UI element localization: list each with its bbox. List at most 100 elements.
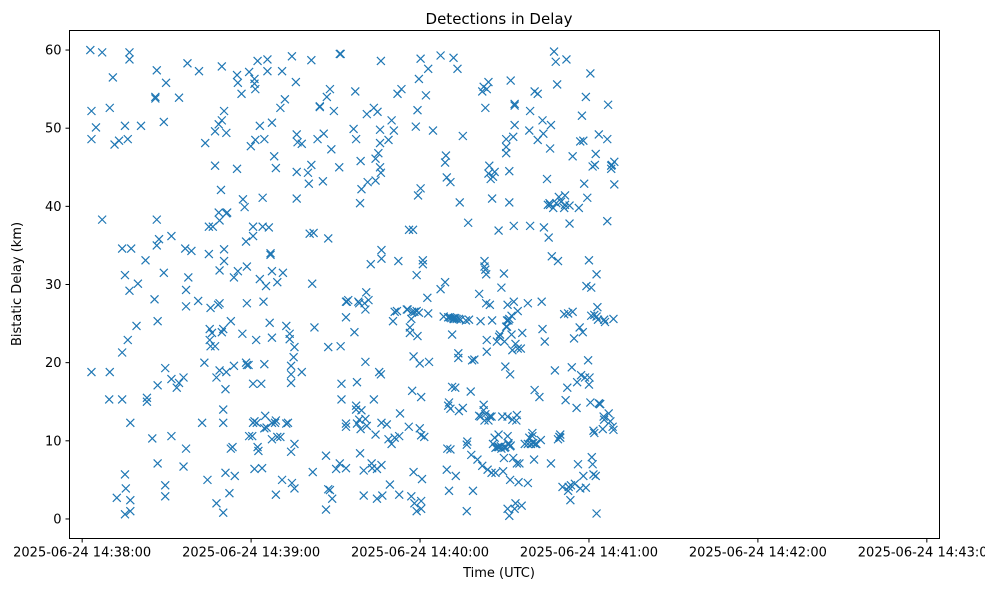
data-point-marker [494, 226, 504, 235]
data-point-marker [186, 246, 196, 256]
data-point-marker [323, 484, 333, 494]
data-point-marker [318, 176, 328, 186]
data-point-marker [604, 409, 614, 418]
data-point-marker [418, 259, 428, 269]
data-point-marker [414, 74, 424, 84]
data-point-marker [403, 305, 413, 314]
data-point-marker [292, 167, 302, 177]
data-point-marker [447, 330, 457, 339]
data-point-marker [504, 511, 514, 521]
data-point-marker [97, 215, 107, 225]
data-point-marker [112, 493, 122, 503]
data-point-marker [485, 412, 495, 422]
data-point-marker [480, 409, 490, 419]
data-point-marker [153, 316, 163, 326]
data-point-marker [377, 460, 386, 470]
data-point-marker [373, 148, 383, 158]
data-point-marker [357, 405, 366, 415]
data-point-marker [334, 162, 344, 172]
data-point-marker [325, 84, 335, 94]
data-point-marker [194, 66, 204, 76]
data-point-marker [105, 367, 115, 377]
data-point-marker [468, 486, 478, 496]
y-tick-label: 10 [45, 434, 62, 449]
data-point-marker [174, 378, 184, 388]
data-point-marker [359, 466, 369, 475]
data-point-marker [504, 166, 514, 176]
data-point-marker [153, 459, 163, 468]
data-point-marker [467, 355, 477, 365]
data-point-marker [523, 298, 533, 308]
data-point-marker [351, 134, 361, 144]
data-point-marker [575, 137, 585, 146]
chart-title: Detections in Delay [426, 10, 573, 28]
data-point-marker [207, 328, 217, 338]
data-point-marker [120, 469, 130, 479]
data-point-marker [341, 463, 351, 473]
data-point-marker [394, 490, 404, 500]
data-point-marker [306, 55, 316, 65]
y-axis-label: Bistatic Delay (km) [10, 222, 25, 346]
data-point-marker [578, 327, 588, 337]
data-point-marker [482, 347, 492, 357]
data-point-marker [117, 244, 127, 253]
data-point-marker [447, 382, 457, 392]
data-point-marker [373, 107, 382, 117]
data-point-marker [585, 373, 594, 382]
data-point-marker [538, 129, 548, 139]
data-point-marker [482, 84, 492, 94]
data-point-marker [226, 316, 236, 326]
data-point-marker [546, 120, 556, 130]
x-tick-label: 2025-06-24 14:38:00 [13, 546, 151, 561]
data-point-marker [495, 330, 505, 339]
data-point-marker [407, 386, 417, 396]
data-point-marker [591, 471, 601, 481]
data-point-marker [286, 369, 296, 379]
data-point-marker [454, 314, 464, 324]
data-point-marker [214, 208, 224, 218]
data-point-marker [321, 451, 331, 461]
data-point-marker [395, 409, 405, 418]
data-point-marker [503, 504, 513, 514]
data-point-marker [264, 223, 274, 232]
y-tick-label: 50 [45, 122, 62, 137]
data-point-marker [466, 387, 476, 396]
data-point-marker [405, 323, 415, 332]
data-point-marker [572, 403, 582, 413]
data-point-marker [272, 432, 282, 442]
data-point-marker [507, 345, 517, 355]
data-point-marker [237, 89, 246, 99]
data-point-marker [422, 293, 432, 303]
data-point-marker [250, 84, 260, 94]
data-point-marker [583, 355, 593, 365]
data-point-marker [416, 392, 426, 402]
data-point-marker [525, 106, 535, 116]
data-point-marker [263, 66, 272, 76]
data-point-marker [160, 480, 170, 490]
data-point-marker [491, 468, 500, 478]
data-point-marker [375, 125, 385, 135]
data-points [85, 45, 619, 521]
data-point-marker [591, 149, 601, 159]
data-point-marker [375, 138, 385, 148]
data-point-marker [474, 289, 484, 299]
data-point-marker [419, 432, 429, 442]
data-point-marker [159, 268, 169, 278]
data-point-marker [469, 355, 479, 364]
data-point-marker [183, 273, 193, 282]
data-point-marker [219, 106, 229, 116]
data-point-marker [123, 335, 133, 345]
data-point-marker [125, 506, 135, 516]
data-point-marker [255, 121, 265, 131]
data-point-marker [409, 467, 418, 477]
data-point-marker [498, 466, 508, 476]
data-point-marker [123, 134, 133, 144]
data-point-marker [595, 399, 605, 409]
data-point-marker [392, 306, 402, 316]
data-point-marker [322, 92, 332, 102]
data-point-marker [244, 431, 254, 441]
data-point-marker [241, 237, 251, 246]
data-point-marker [248, 222, 258, 232]
data-point-marker [336, 341, 346, 351]
